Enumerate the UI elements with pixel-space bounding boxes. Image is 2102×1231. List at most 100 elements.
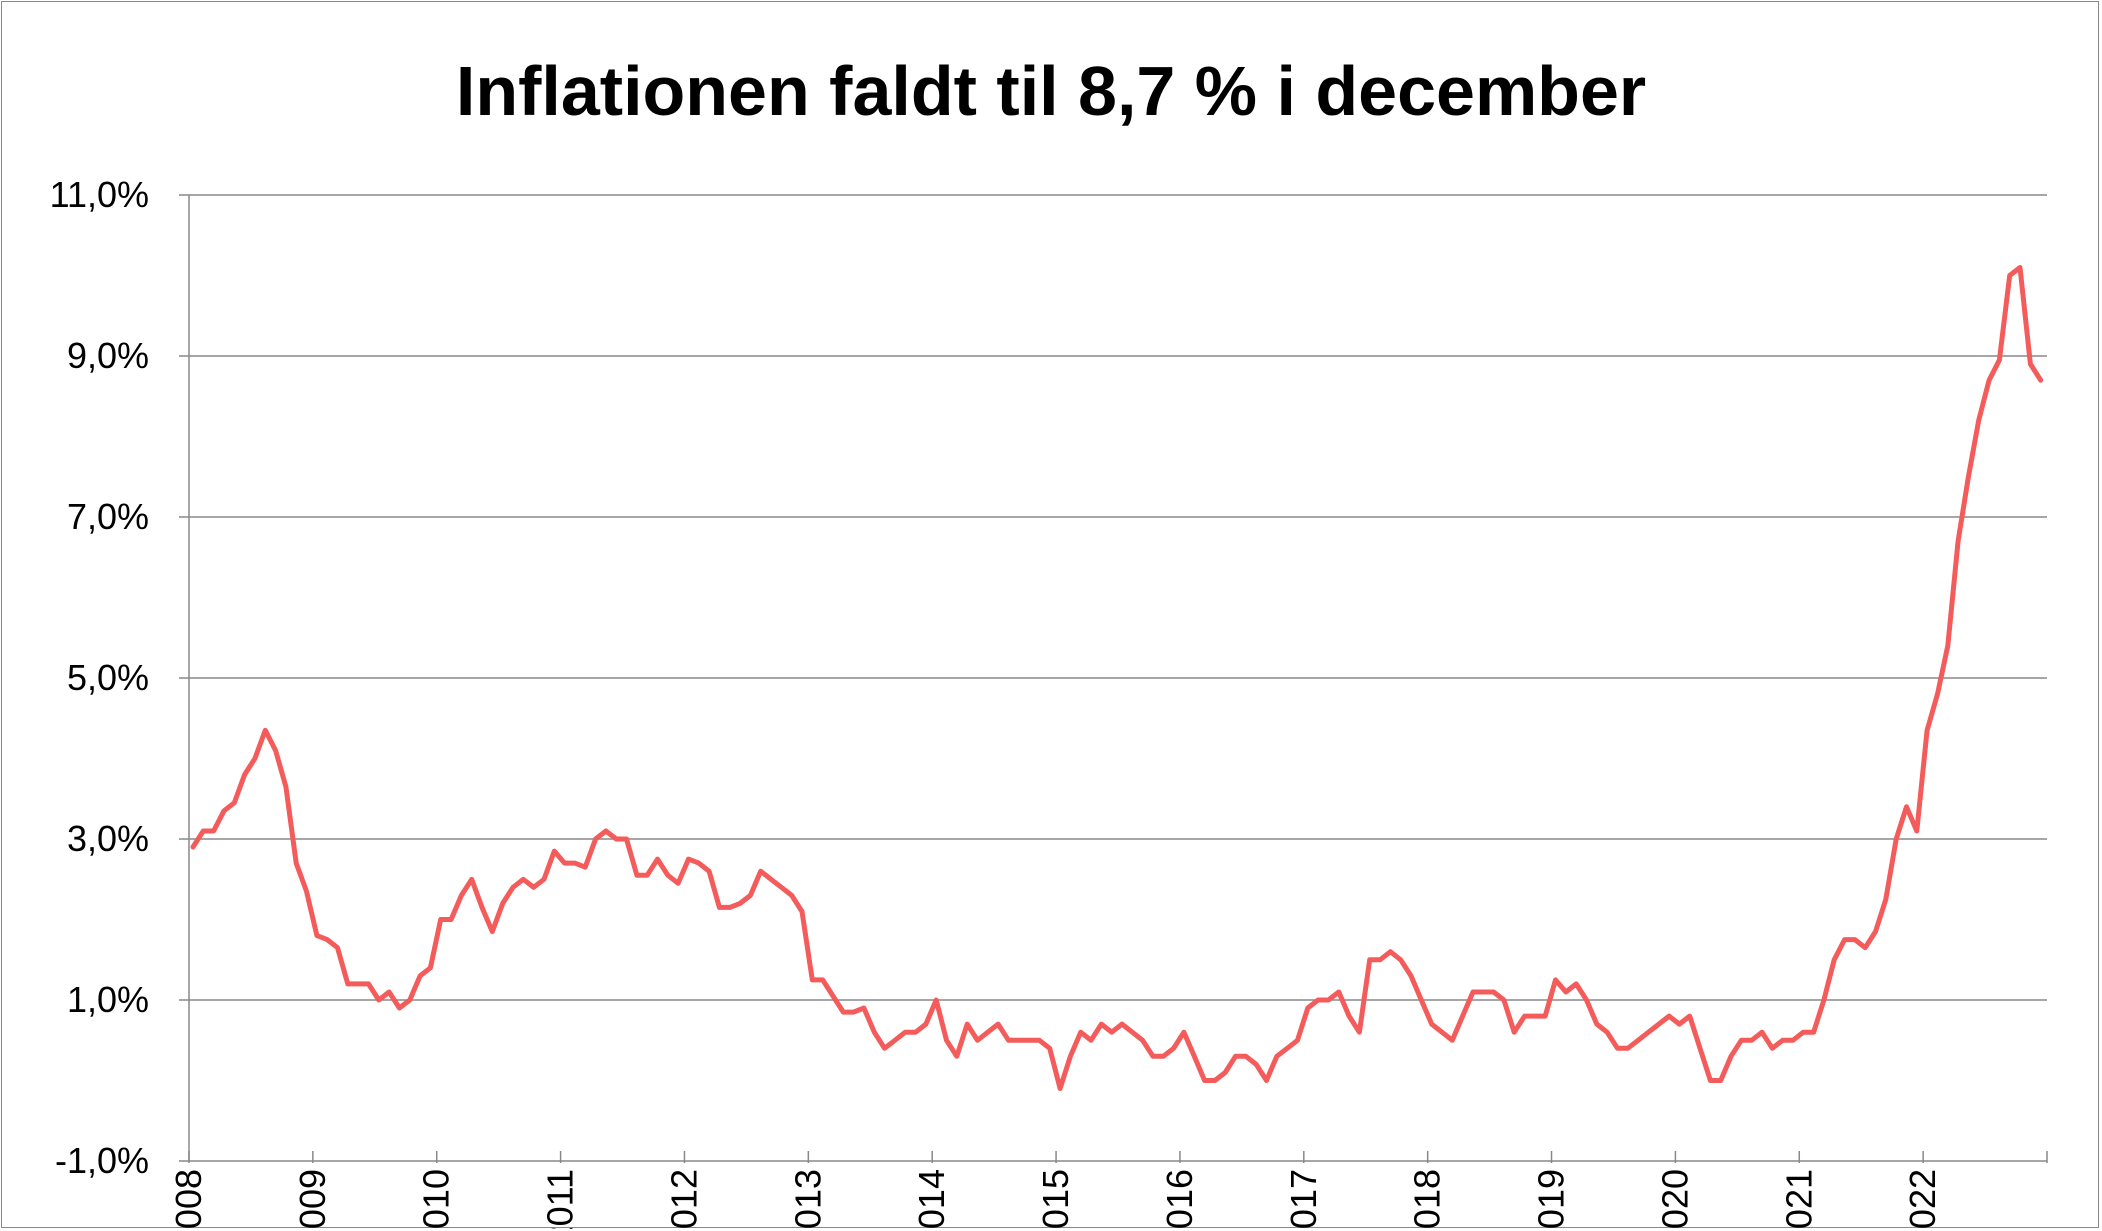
- data-point: [1553, 977, 1558, 982]
- data-point: [1336, 990, 1341, 995]
- data-point: [593, 837, 598, 842]
- data-point: [1873, 929, 1878, 934]
- data-point: [872, 1030, 877, 1035]
- data-point: [696, 861, 701, 866]
- data-point: [1254, 1062, 1259, 1067]
- series-layer: [190, 265, 2044, 1091]
- data-point: [1089, 1038, 1094, 1043]
- x-tick-label: 2014: [911, 1169, 952, 1229]
- data-point: [1006, 1038, 1011, 1043]
- data-point: [1636, 1038, 1641, 1043]
- data-point: [1615, 1046, 1620, 1051]
- data-point: [1429, 1022, 1434, 1027]
- data-point: [831, 994, 836, 999]
- data-point: [1976, 418, 1981, 423]
- data-point: [531, 885, 536, 890]
- data-point: [1037, 1038, 1042, 1043]
- data-point: [1419, 998, 1424, 1003]
- data-point: [1522, 1014, 1527, 1019]
- data-point: [1594, 1022, 1599, 1027]
- data-point: [1821, 998, 1826, 1003]
- data-point: [996, 1022, 1001, 1027]
- data-point: [294, 861, 299, 866]
- data-point: [1099, 1022, 1104, 1027]
- data-point: [1667, 1014, 1672, 1019]
- data-point: [1120, 1022, 1125, 1027]
- data-point: [1646, 1030, 1651, 1035]
- data-point: [769, 877, 774, 882]
- data-point: [1966, 474, 1971, 479]
- data-point: [325, 937, 330, 942]
- y-tick-label: 7,0%: [67, 496, 149, 537]
- data-point: [934, 998, 939, 1003]
- data-point: [1894, 837, 1899, 842]
- y-tick-label: 11,0%: [50, 174, 149, 215]
- data-point: [252, 756, 257, 761]
- y-axis-tick-labels: -1,0% 1,0% 3,0% 5,0% 7,0% 9,0% 11,0%: [50, 174, 149, 1181]
- data-point: [2007, 273, 2012, 278]
- data-point: [1161, 1054, 1166, 1059]
- data-point: [1326, 998, 1331, 1003]
- data-point: [1305, 1006, 1310, 1011]
- data-point: [1512, 1030, 1517, 1035]
- data-point: [418, 973, 423, 978]
- data-point: [1130, 1030, 1135, 1035]
- data-point: [758, 869, 763, 874]
- x-tick-label: 2011: [540, 1169, 581, 1229]
- data-point: [1997, 358, 2002, 363]
- data-point: [1790, 1038, 1795, 1043]
- data-point: [1708, 1078, 1713, 1083]
- data-point: [944, 1038, 949, 1043]
- data-point: [1316, 998, 1321, 1003]
- data-point: [882, 1046, 887, 1051]
- data-point: [975, 1038, 980, 1043]
- data-point: [1574, 981, 1579, 986]
- data-point: [1811, 1030, 1816, 1035]
- data-point: [1295, 1038, 1300, 1043]
- data-point: [1264, 1078, 1269, 1083]
- gridlines: [189, 194, 2047, 1001]
- data-point: [738, 901, 743, 906]
- data-point: [428, 965, 433, 970]
- data-point: [201, 829, 206, 834]
- data-point: [1481, 990, 1486, 995]
- data-point: [1687, 1014, 1692, 1019]
- x-tick-label: 2022: [1902, 1169, 1943, 1229]
- data-point: [1140, 1038, 1145, 1043]
- data-point: [1842, 937, 1847, 942]
- data-point: [1677, 1022, 1682, 1027]
- x-tick-label: 2019: [1531, 1169, 1572, 1229]
- data-point: [748, 893, 753, 898]
- data-point: [707, 869, 712, 874]
- data-point: [1192, 1054, 1197, 1059]
- data-point: [356, 981, 361, 986]
- data-point: [2038, 378, 2043, 383]
- data-point: [583, 865, 588, 870]
- data-point: [1058, 1086, 1063, 1091]
- x-tick-label: 2010: [416, 1169, 457, 1229]
- data-point: [903, 1030, 908, 1035]
- data-point: [1935, 692, 1940, 697]
- data-point: [634, 873, 639, 878]
- data-point: [1378, 957, 1383, 962]
- data-point: [511, 885, 516, 890]
- data-point: [1171, 1046, 1176, 1051]
- data-point: [376, 998, 381, 1003]
- data-point: [521, 877, 526, 882]
- data-point: [480, 905, 485, 910]
- data-point: [892, 1038, 897, 1043]
- data-point: [1852, 937, 1857, 942]
- data-point: [459, 893, 464, 898]
- x-tick-label: 2009: [292, 1169, 333, 1229]
- x-tick-label: 2020: [1654, 1169, 1695, 1229]
- data-point: [242, 772, 247, 777]
- data-point: [789, 893, 794, 898]
- data-point: [562, 861, 567, 866]
- x-tick-label: 2012: [663, 1169, 704, 1229]
- data-point: [1347, 1014, 1352, 1019]
- data-point: [1656, 1022, 1661, 1027]
- data-point: [542, 877, 547, 882]
- data-point: [1109, 1030, 1114, 1035]
- data-point: [304, 889, 309, 894]
- data-point: [1698, 1046, 1703, 1051]
